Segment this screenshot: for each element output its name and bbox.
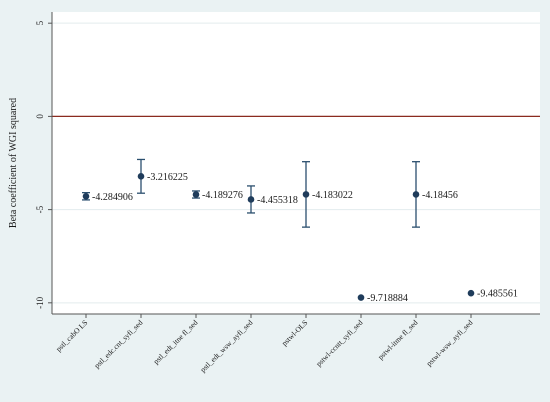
x-tick-label: pstl_cabO LS	[54, 318, 89, 353]
data-label: -4.18456	[422, 190, 458, 201]
y-axis-title: Beta coefficient of WGI squared	[8, 98, 19, 228]
data-label: -9.485561	[477, 289, 518, 300]
data-label: -9.718884	[367, 293, 408, 304]
y-tick-label: -10	[35, 296, 45, 308]
x-tick-label: pstwl-itme fl_sed	[376, 318, 420, 362]
data-label: -3.216225	[147, 172, 188, 183]
data-label: -4.284906	[92, 192, 133, 203]
estimate-point	[302, 191, 310, 198]
estimate-point	[247, 196, 255, 203]
y-tick-label: 5	[35, 20, 45, 25]
x-tick-label: pstwl-wsw_ayfi_sed	[424, 318, 474, 368]
plot-area	[52, 12, 540, 314]
gridlines	[52, 22, 540, 304]
data-marks: -4.284906 -3.216225 -4.189276 -4.455318 -4.1…	[82, 158, 518, 304]
x-tick-label: pstl_edc.cnt_syfi_sed	[92, 318, 144, 370]
estimate-point	[192, 191, 200, 198]
y-tick-label: 0	[35, 114, 45, 119]
estimate-point	[357, 294, 365, 301]
estimate-point	[137, 173, 145, 180]
data-label: -4.189276	[202, 190, 243, 201]
data-label: -4.183022	[312, 190, 353, 201]
estimate-point	[82, 192, 90, 200]
estimate-point	[467, 289, 475, 297]
x-tick-label: pstl_edt_wsw_ayfi_sed	[198, 318, 254, 374]
y-tick-label: -5	[35, 205, 45, 213]
x-tick-label: pstwl-OLS	[280, 318, 310, 348]
estimate-point	[412, 191, 420, 198]
x-tick-label: pstwl-ccntt_syfi_sed	[314, 318, 364, 368]
x-tick-label: pstl_edt_itne fl_sed	[151, 318, 199, 366]
data-label: -4.455318	[257, 195, 298, 206]
